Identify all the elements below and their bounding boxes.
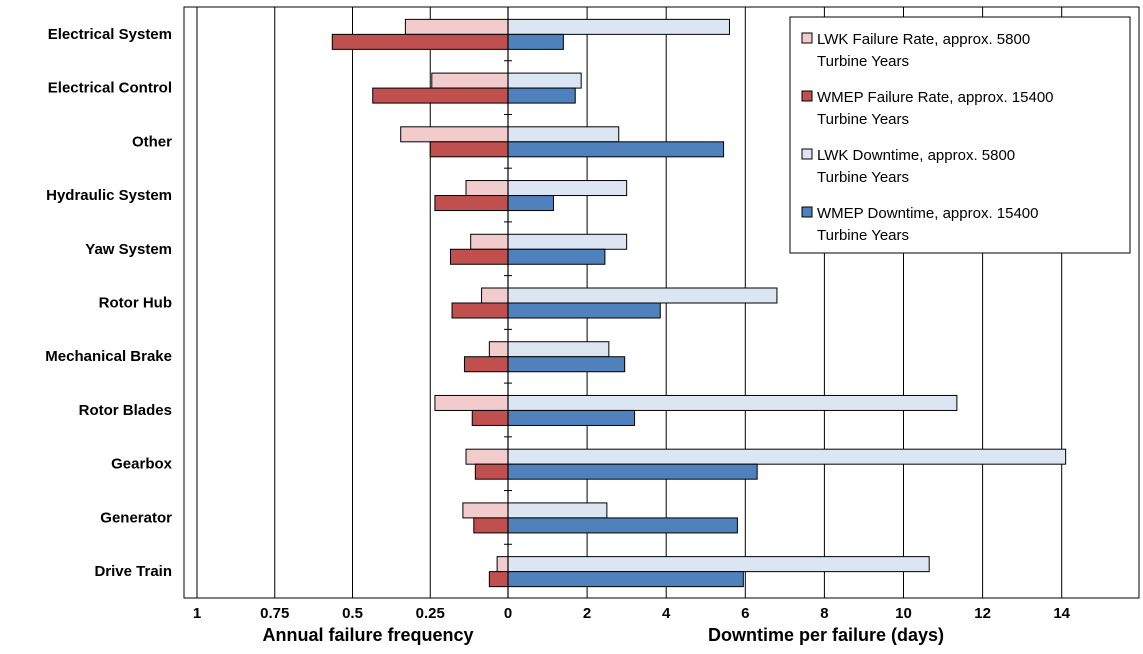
bar-lwk-failure-rate-electrical-system	[404, 18, 509, 35]
bar-lwk-failure-rate-electrical-control	[431, 72, 509, 89]
category-label-electrical-control: Electrical Control	[48, 80, 172, 97]
bar-lwk-downtime-drive-train	[507, 556, 930, 573]
category-label-other: Other	[132, 133, 172, 150]
tick-label-left: 0.75	[260, 605, 289, 622]
category-label-generator: Generator	[100, 509, 172, 526]
bar-wmep-failure-rate-mechanical-brake	[463, 356, 509, 373]
tick-label-right: 10	[895, 605, 912, 622]
bar-wmep-failure-rate-other	[429, 141, 509, 158]
bar-lwk-failure-rate-gearbox	[465, 448, 509, 465]
legend-swatch-wmep-failure-rate	[801, 90, 813, 102]
left-axis-title: Annual failure frequency	[262, 625, 473, 645]
legend-swatch-lwk-downtime	[801, 148, 813, 160]
tick-label-right: 4	[662, 605, 671, 622]
legend-label-wmep-downtime: WMEP Downtime, approx. 15400 Turbine Year…	[817, 205, 1039, 244]
bar-wmep-downtime-electrical-control	[507, 87, 576, 104]
bar-wmep-downtime-electrical-system	[507, 33, 564, 50]
category-label-rotor-blades: Rotor Blades	[79, 402, 172, 419]
bar-wmep-failure-rate-generator	[473, 517, 509, 534]
bar-lwk-downtime-hydraulic-system	[507, 180, 628, 197]
bar-lwk-downtime-electrical-control	[507, 72, 582, 89]
bar-lwk-failure-rate-rotor-blades	[434, 394, 509, 411]
bar-lwk-downtime-mechanical-brake	[507, 341, 610, 358]
bar-lwk-downtime-gearbox	[507, 448, 1067, 465]
category-labels: Electrical System Electrical Control Other…	[45, 26, 172, 580]
bar-lwk-failure-rate-generator	[462, 502, 509, 519]
bar-lwk-failure-rate-yaw-system	[470, 233, 509, 250]
category-label-gearbox: Gearbox	[111, 456, 173, 473]
bar-wmep-failure-rate-drive-train	[488, 571, 509, 588]
tick-label-right: 12	[974, 605, 991, 622]
tick-label-right: 0	[504, 605, 512, 622]
bar-lwk-downtime-other	[507, 126, 620, 143]
bar-wmep-downtime-generator	[507, 517, 738, 534]
bar-wmep-failure-rate-rotor-hub	[451, 302, 509, 319]
bar-wmep-failure-rate-hydraulic-system	[434, 195, 509, 212]
bar-lwk-downtime-rotor-blades	[507, 394, 958, 411]
tick-label-right: 2	[583, 605, 591, 622]
tick-labels: 1 0.75 0.5 0.25 0 2 4 6 8 10 12 14	[193, 605, 1071, 622]
bar-wmep-failure-rate-electrical-control	[372, 87, 509, 104]
bar-wmep-downtime-mechanical-brake	[507, 356, 626, 373]
bar-lwk-downtime-generator	[507, 502, 608, 519]
legend-label-wmep-failure-rate: WMEP Failure Rate, approx. 15400 Turbine …	[817, 89, 1054, 128]
tick-label-left: 1	[193, 605, 201, 622]
category-label-yaw-system: Yaw System	[85, 241, 172, 258]
bar-lwk-failure-rate-drive-train	[496, 556, 509, 573]
bar-wmep-downtime-hydraulic-system	[507, 195, 554, 212]
bar-lwk-downtime-yaw-system	[507, 233, 628, 250]
tick-label-left: 0.5	[342, 605, 363, 622]
bar-wmep-failure-rate-electrical-system	[331, 33, 509, 50]
tick-label-left: 0.25	[416, 605, 445, 622]
legend: LWK Failure Rate, approx. 5800 Turbine Ye…	[789, 16, 1131, 254]
legend-swatch-lwk-failure-rate	[801, 32, 813, 44]
bar-wmep-downtime-rotor-hub	[507, 302, 661, 319]
bar-lwk-failure-rate-mechanical-brake	[488, 341, 509, 358]
category-label-drive-train: Drive Train	[94, 563, 172, 580]
tick-label-right: 14	[1053, 605, 1070, 622]
legend-box	[789, 16, 1131, 254]
legend-swatch-wmep-downtime	[801, 206, 813, 218]
bar-lwk-downtime-rotor-hub	[507, 287, 778, 304]
category-label-mechanical-brake: Mechanical Brake	[45, 348, 172, 365]
bar-wmep-failure-rate-yaw-system	[449, 248, 509, 265]
bar-wmep-downtime-other	[507, 141, 725, 158]
bar-wmep-downtime-gearbox	[507, 463, 758, 480]
category-label-electrical-system: Electrical System	[48, 26, 172, 43]
bar-lwk-failure-rate-hydraulic-system	[465, 180, 509, 197]
bar-wmep-downtime-drive-train	[507, 571, 744, 588]
tick-label-right: 6	[741, 605, 749, 622]
bar-wmep-downtime-yaw-system	[507, 248, 606, 265]
axes	[504, 6, 512, 599]
legend-label-lwk-failure-rate: LWK Failure Rate, approx. 5800 Turbine Ye…	[817, 31, 1030, 70]
bar-wmep-downtime-rotor-blades	[507, 409, 636, 426]
tick-label-right: 8	[820, 605, 828, 622]
bar-wmep-failure-rate-gearbox	[474, 463, 509, 480]
bar-lwk-failure-rate-rotor-hub	[481, 287, 509, 304]
legend-label-lwk-downtime: LWK Downtime, approx. 5800 Turbine Years	[817, 147, 1015, 186]
category-label-rotor-hub: Rotor Hub	[99, 295, 172, 312]
bar-lwk-downtime-electrical-system	[507, 18, 730, 35]
bar-wmep-failure-rate-rotor-blades	[471, 409, 509, 426]
bar-lwk-failure-rate-other	[400, 126, 509, 143]
category-label-hydraulic-system: Hydraulic System	[46, 187, 172, 204]
right-axis-title: Downtime per failure (days)	[708, 625, 944, 645]
